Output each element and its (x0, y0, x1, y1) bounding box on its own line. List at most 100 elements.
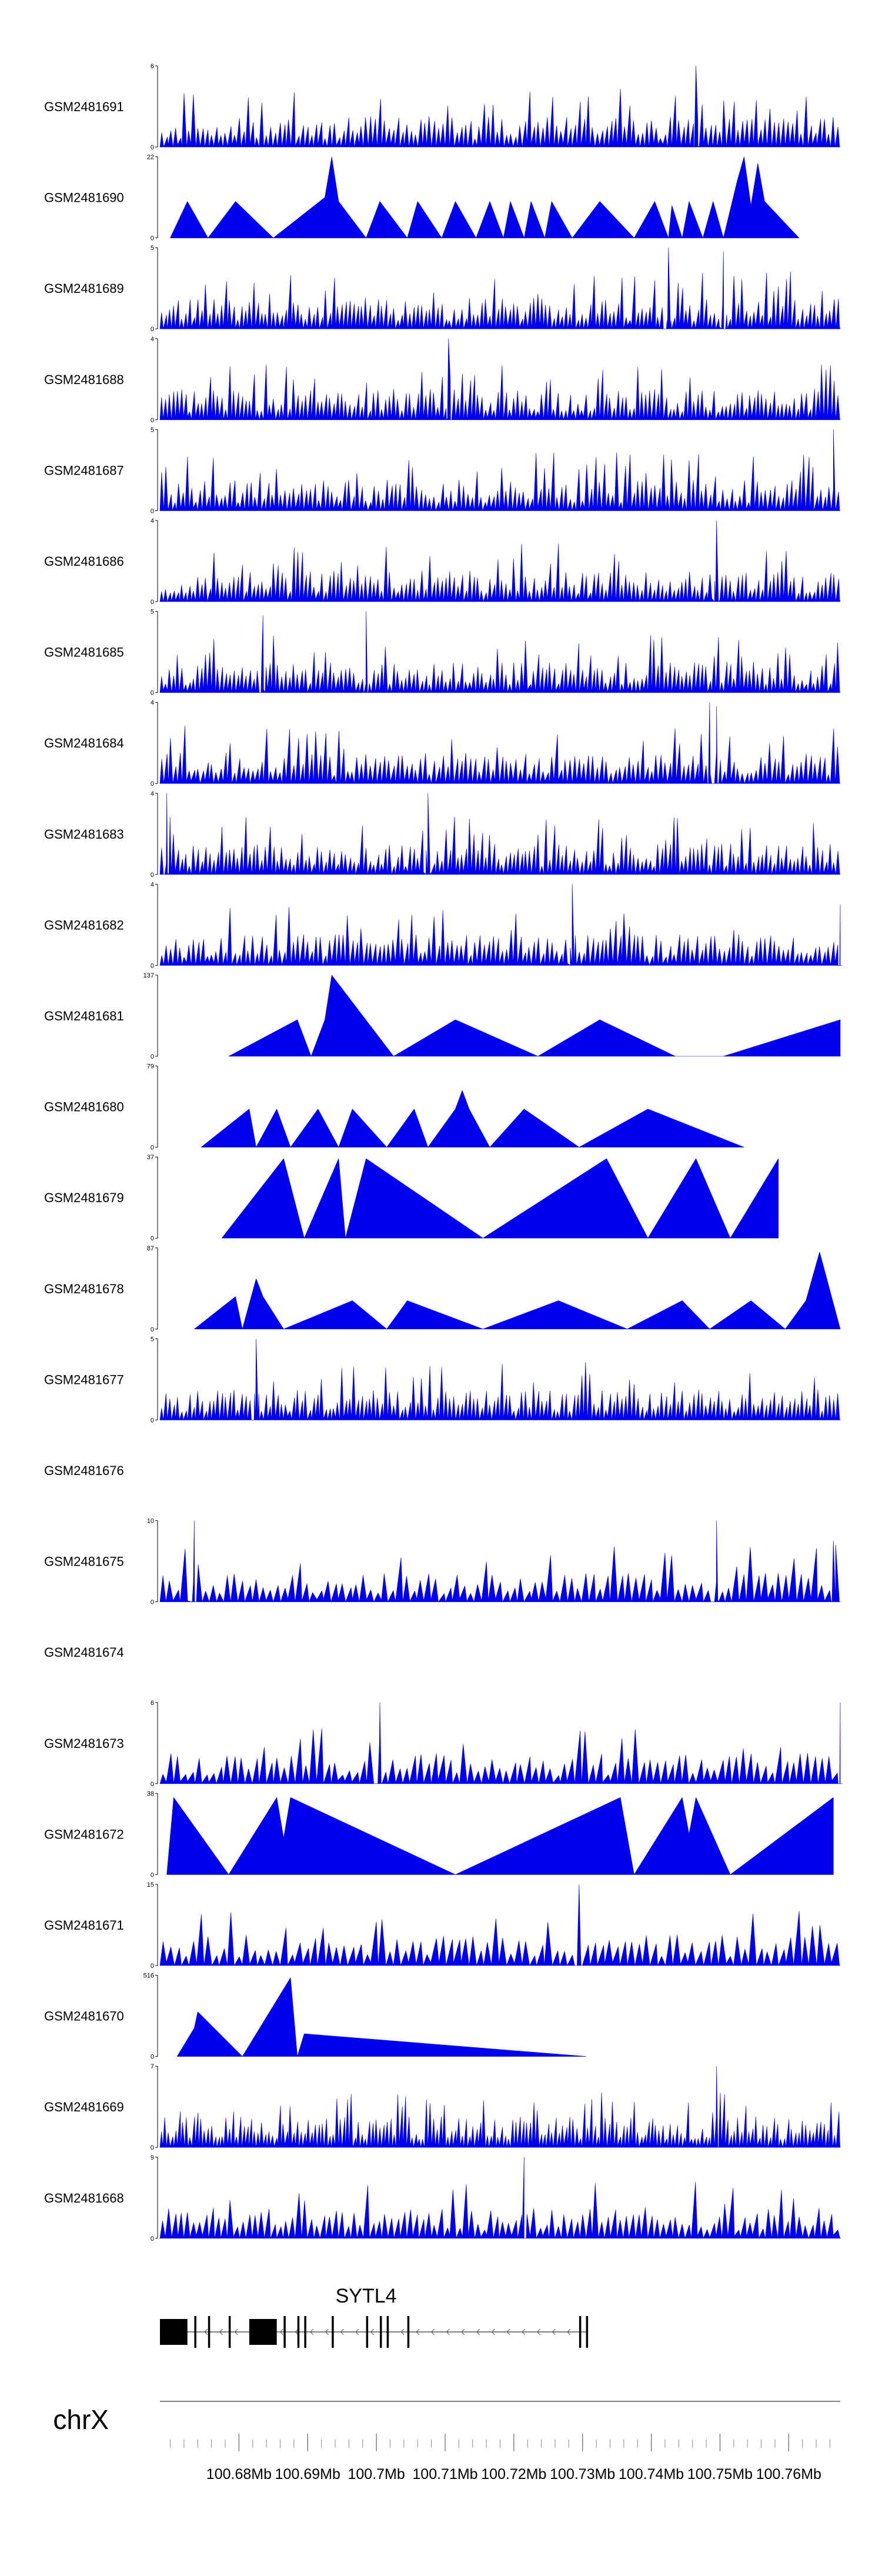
axis-tick-label: 100.71Mb (412, 2466, 477, 2482)
track-label: GSM2481668 (44, 2191, 124, 2205)
strand-arrow (522, 2328, 526, 2335)
strand-arrow (400, 2328, 405, 2335)
track-label: GSM2481683 (44, 827, 124, 842)
axis-tick-label: 100.69Mb (275, 2466, 340, 2482)
gene-exon (208, 2316, 211, 2348)
coverage-area (159, 2157, 841, 2239)
coverage-area (159, 247, 841, 329)
track-gsm2481676: GSM2481676 (44, 1463, 124, 1478)
axis-tick-label: 100.72Mb (481, 2466, 546, 2482)
track-gsm2481671: GSM2481671 15 0 (44, 1881, 841, 1970)
track-label: GSM2481669 (44, 2100, 124, 2114)
coverage-area (159, 1702, 843, 1784)
track-label: GSM2481690 (44, 191, 124, 205)
y-min-label: 0 (151, 1871, 154, 1878)
y-min-label: 0 (151, 1781, 154, 1788)
coverage-area (159, 702, 841, 784)
strand-arrow (279, 2328, 283, 2335)
gene-exon (366, 2316, 369, 2348)
y-max-label: 79 (147, 1063, 154, 1070)
gene-exon (283, 2316, 286, 2348)
coverage-area (228, 975, 841, 1057)
track-gsm2481681: GSM2481681 137 0 (44, 972, 841, 1060)
track-label: GSM2481671 (44, 1918, 124, 1933)
y-min-label: 0 (151, 1144, 154, 1152)
strand-arrow (506, 2328, 510, 2335)
gene-name-label: SYTL4 (336, 2285, 397, 2307)
strand-arrow (204, 2328, 208, 2335)
gene-exon (194, 2316, 196, 2348)
y-max-label: 4 (151, 790, 154, 798)
coverage-area (201, 1090, 744, 1147)
track-gsm2481674: GSM2481674 (44, 1645, 124, 1660)
gene-exon (297, 2316, 300, 2348)
coverage-area (176, 1977, 586, 2057)
track-label: GSM2481676 (44, 1463, 124, 1478)
coverage-area (159, 884, 843, 966)
strand-arrow (476, 2328, 480, 2335)
y-min-label: 0 (151, 235, 154, 242)
y-max-label: 6 (151, 63, 154, 70)
y-max-label: 5 (151, 609, 154, 616)
coverage-area (159, 1884, 841, 1966)
strand-arrow (552, 2328, 556, 2335)
genome-axis-ticks: 100.68Mb 100.69Mb 100.7Mb 100.71Mb 100.72Mb 1… (170, 2434, 830, 2482)
track-label: GSM2481674 (44, 1645, 124, 1660)
y-min-label: 0 (151, 1963, 154, 1970)
gene-exon (332, 2316, 334, 2348)
track-label: GSM2481688 (44, 372, 124, 387)
y-max-label: 5 (151, 1336, 154, 1343)
y-min-label: 0 (151, 2235, 154, 2243)
track-gsm2481682: GSM2481682 4 0 (44, 881, 843, 969)
strand-arrow (219, 2328, 223, 2335)
y-max-label: 4 (151, 699, 154, 706)
gene-exon (160, 2319, 188, 2345)
track-gsm2481679: GSM2481679 37 0 (44, 1154, 779, 1242)
track-label: GSM2481691 (44, 99, 124, 114)
track-label: GSM2481684 (44, 736, 124, 750)
track-label: GSM2481679 (44, 1190, 124, 1205)
y-max-label: 7 (151, 2063, 154, 2070)
gene-exon (304, 2316, 306, 2348)
coverage-area (159, 1520, 841, 1602)
track-gsm2481691: GSM2481691 6 0 (44, 63, 841, 151)
y-max-label: 5 (151, 245, 154, 252)
track-label: GSM2481686 (44, 554, 124, 569)
track-gsm2481684: GSM2481684 4 0 (44, 699, 841, 788)
strand-arrow (325, 2328, 329, 2335)
axis-tick-label: 100.73Mb (550, 2466, 615, 2482)
coverage-area (159, 520, 841, 602)
track-gsm2481689: GSM2481689 5 0 (44, 245, 841, 333)
strand-arrow (416, 2328, 420, 2335)
gene-annotation-track: SYTL4 (160, 2285, 589, 2348)
coverage-area (159, 429, 841, 511)
y-max-label: 4 (151, 336, 154, 343)
track-gsm2481675: GSM2481675 10 0 (44, 1518, 841, 1606)
track-label: GSM2481689 (44, 281, 124, 296)
genome-axis-track: chrX 100.68Mb 100.69Mb 100.7Mb 100.71Mb 100.… (53, 2401, 840, 2482)
y-min-label: 0 (151, 599, 154, 606)
gene-exon (407, 2316, 410, 2348)
track-label: GSM2481672 (44, 1827, 124, 1841)
y-min-label: 0 (151, 508, 154, 515)
strand-arrow (340, 2328, 344, 2335)
y-min-label: 0 (151, 2144, 154, 2151)
track-label: GSM2481678 (44, 1282, 124, 1296)
track-gsm2481680: GSM2481680 79 0 (44, 1063, 744, 1152)
track-gsm2481669: GSM2481669 7 0 (44, 2063, 841, 2151)
axis-tick-label: 100.7Mb (348, 2466, 405, 2482)
y-min-label: 0 (151, 417, 154, 424)
gene-exon (249, 2319, 277, 2345)
y-max-label: 6 (151, 1700, 154, 1707)
y-max-label: 9 (151, 2154, 154, 2161)
strand-arrow (536, 2328, 540, 2335)
y-min-label: 0 (151, 1053, 154, 1060)
y-min-label: 0 (151, 690, 154, 697)
y-max-label: 37 (147, 1154, 154, 1161)
chromosome-label: chrX (53, 2404, 109, 2435)
track-label: GSM2481677 (44, 1372, 124, 1387)
y-min-label: 0 (151, 1235, 154, 1242)
track-label: GSM2481681 (44, 1009, 124, 1023)
strand-arrow (370, 2328, 375, 2335)
